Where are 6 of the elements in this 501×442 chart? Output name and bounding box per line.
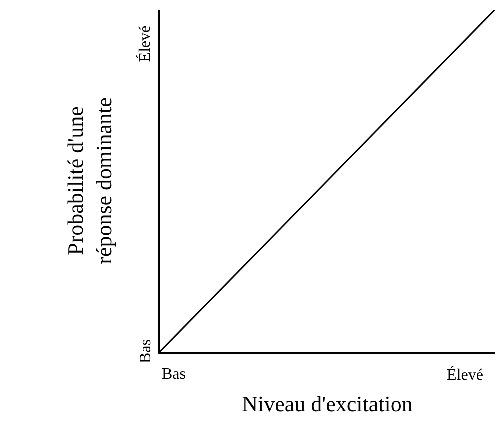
annotation: Bas — [138, 340, 154, 364]
y-axis-title: Probabilité d'une réponse dominante — [62, 98, 117, 264]
text: Élevé — [447, 366, 484, 384]
annotation: Élevé — [136, 26, 154, 62]
text: Bas — [162, 366, 186, 383]
x-axis-title: Niveau d'excitation — [242, 391, 413, 416]
